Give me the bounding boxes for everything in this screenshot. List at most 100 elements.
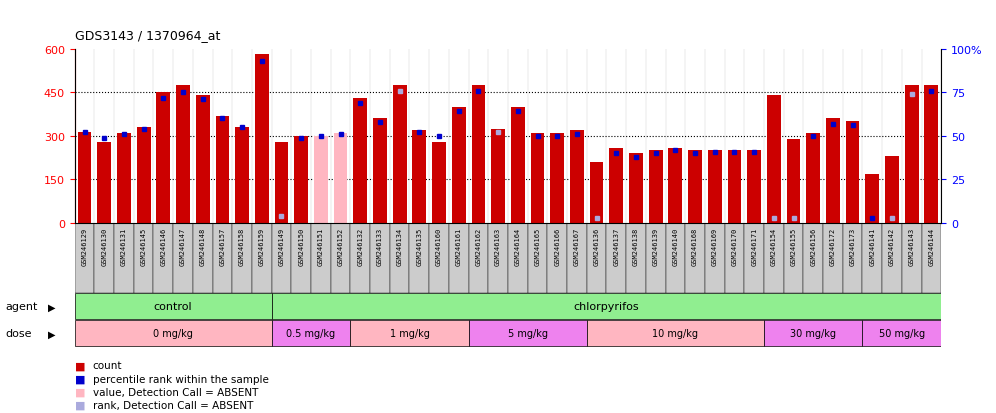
Bar xyxy=(468,223,488,293)
Text: GSM246146: GSM246146 xyxy=(160,227,166,265)
Text: dose: dose xyxy=(5,328,32,339)
Bar xyxy=(272,294,941,320)
Text: 0.5 mg/kg: 0.5 mg/kg xyxy=(287,328,336,339)
Bar xyxy=(136,128,150,223)
Text: control: control xyxy=(153,301,192,311)
Text: GSM246160: GSM246160 xyxy=(436,227,442,265)
Bar xyxy=(392,86,406,223)
Text: GSM246167: GSM246167 xyxy=(574,227,580,265)
Bar xyxy=(75,294,272,320)
Bar xyxy=(747,151,761,223)
Text: ▶: ▶ xyxy=(48,301,56,311)
Bar xyxy=(843,223,863,293)
Text: 0 mg/kg: 0 mg/kg xyxy=(153,328,193,339)
Bar xyxy=(863,223,882,293)
Bar xyxy=(354,99,368,223)
Bar xyxy=(232,223,252,293)
Bar xyxy=(95,223,115,293)
Text: GSM246158: GSM246158 xyxy=(239,227,245,265)
Bar xyxy=(471,86,485,223)
Bar xyxy=(551,134,564,223)
Text: GSM246137: GSM246137 xyxy=(614,227,620,265)
Bar xyxy=(668,148,682,223)
Bar xyxy=(924,86,938,223)
Bar xyxy=(607,223,626,293)
Text: percentile rank within the sample: percentile rank within the sample xyxy=(93,374,269,384)
Text: GSM246149: GSM246149 xyxy=(279,227,285,265)
Bar xyxy=(468,320,587,347)
Bar xyxy=(685,223,705,293)
Bar xyxy=(176,86,190,223)
Bar xyxy=(665,223,685,293)
Text: ■: ■ xyxy=(75,361,86,370)
Text: agent: agent xyxy=(5,301,38,311)
Text: GSM246154: GSM246154 xyxy=(771,227,777,265)
Text: GSM246129: GSM246129 xyxy=(82,227,88,265)
Bar xyxy=(449,223,468,293)
Text: GSM246156: GSM246156 xyxy=(810,227,816,265)
Bar xyxy=(807,134,820,223)
Bar xyxy=(488,223,508,293)
Bar xyxy=(823,223,843,293)
Bar xyxy=(272,320,351,347)
Bar xyxy=(371,223,389,293)
Bar xyxy=(389,223,409,293)
Text: GSM246140: GSM246140 xyxy=(672,227,678,265)
Bar xyxy=(744,223,764,293)
Bar xyxy=(882,223,901,293)
Bar xyxy=(235,128,249,223)
Bar xyxy=(351,223,371,293)
Bar xyxy=(252,223,272,293)
Bar xyxy=(314,137,328,223)
Text: GSM246155: GSM246155 xyxy=(791,227,797,265)
Bar xyxy=(885,157,898,223)
Text: GSM246136: GSM246136 xyxy=(594,227,600,265)
Bar xyxy=(272,223,291,293)
Bar xyxy=(412,131,426,223)
Text: GSM246144: GSM246144 xyxy=(928,227,934,265)
Bar xyxy=(724,223,744,293)
Text: GSM246141: GSM246141 xyxy=(870,227,875,265)
Bar xyxy=(705,223,724,293)
Bar xyxy=(118,134,130,223)
Bar xyxy=(767,96,781,223)
Bar xyxy=(846,122,860,223)
Bar xyxy=(193,223,212,293)
Bar xyxy=(156,93,170,223)
Bar xyxy=(531,134,545,223)
Bar xyxy=(629,154,642,223)
Text: ▶: ▶ xyxy=(48,328,56,339)
Bar xyxy=(75,320,272,347)
Text: GSM246134: GSM246134 xyxy=(396,227,402,265)
Bar xyxy=(804,223,823,293)
Text: GSM246135: GSM246135 xyxy=(416,227,422,265)
Text: value, Detection Call = ABSENT: value, Detection Call = ABSENT xyxy=(93,387,258,397)
Bar xyxy=(311,223,331,293)
Text: GSM246130: GSM246130 xyxy=(102,227,108,265)
Bar xyxy=(764,320,863,347)
Text: GSM246131: GSM246131 xyxy=(121,227,126,265)
Bar xyxy=(508,223,528,293)
Text: GSM246161: GSM246161 xyxy=(456,227,462,265)
Bar xyxy=(374,119,386,223)
Bar xyxy=(787,140,801,223)
Bar xyxy=(863,320,941,347)
Text: GSM246151: GSM246151 xyxy=(318,227,324,265)
Bar xyxy=(587,320,764,347)
Text: GSM246132: GSM246132 xyxy=(358,227,364,265)
Bar xyxy=(645,223,665,293)
Bar xyxy=(98,142,112,223)
Bar xyxy=(511,107,525,223)
Text: GSM246169: GSM246169 xyxy=(712,227,718,265)
Text: GSM246159: GSM246159 xyxy=(259,227,265,265)
Bar xyxy=(587,223,607,293)
Text: GSM246163: GSM246163 xyxy=(495,227,501,265)
Bar xyxy=(590,163,604,223)
Text: GSM246166: GSM246166 xyxy=(554,227,560,265)
Bar xyxy=(275,142,289,223)
Text: GSM246148: GSM246148 xyxy=(200,227,206,265)
Bar xyxy=(432,142,446,223)
Bar xyxy=(78,132,92,223)
Bar xyxy=(215,116,229,223)
Text: chlorpyrifos: chlorpyrifos xyxy=(574,301,639,311)
